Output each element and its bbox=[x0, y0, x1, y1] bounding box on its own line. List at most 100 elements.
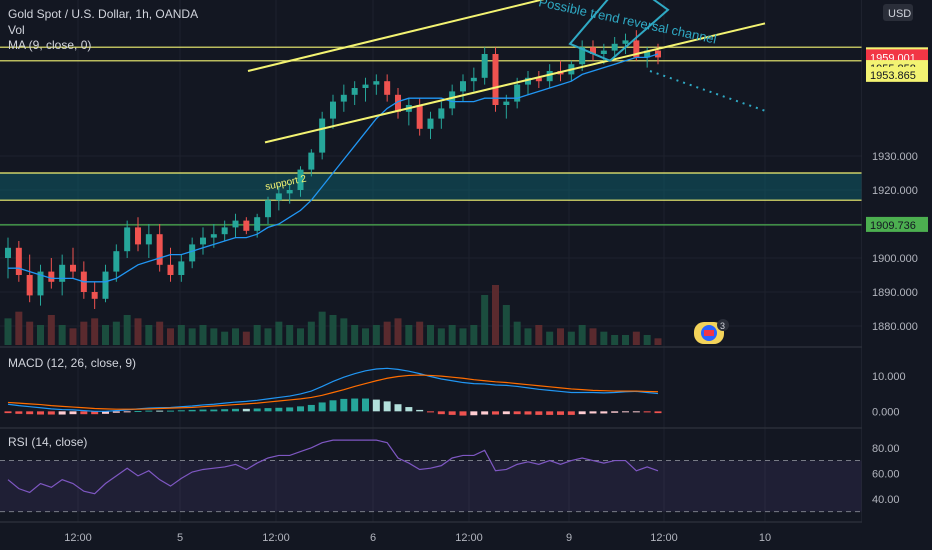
macd-histogram-bar bbox=[167, 410, 174, 412]
volume-bar bbox=[567, 331, 575, 345]
volume-bar bbox=[167, 328, 174, 345]
time-axis-bg bbox=[0, 524, 862, 550]
candle-body bbox=[438, 108, 445, 119]
volume-bar bbox=[383, 321, 391, 345]
macd-histogram-bar bbox=[47, 411, 55, 415]
macd-pane bbox=[4, 367, 662, 416]
macd-histogram-bar bbox=[177, 410, 185, 412]
candle-body bbox=[48, 271, 55, 282]
volume-bar bbox=[481, 295, 489, 345]
candle-body bbox=[124, 227, 131, 252]
macd-histogram-bar bbox=[145, 410, 153, 412]
candle-body bbox=[416, 105, 423, 129]
macd-histogram-bar bbox=[611, 411, 619, 413]
macd-histogram-bar bbox=[102, 411, 109, 414]
ma-line bbox=[8, 53, 659, 283]
ma9-line bbox=[8, 53, 659, 283]
volume-bar bbox=[26, 321, 34, 345]
time-tick-label: 12:00 bbox=[455, 532, 483, 544]
price-tick-label: 1900.000 bbox=[872, 253, 918, 265]
candle-body bbox=[427, 118, 434, 129]
macd-histogram-bar bbox=[112, 411, 120, 413]
macd-histogram-bar bbox=[80, 411, 88, 415]
candle-body bbox=[286, 190, 293, 194]
volume-bar bbox=[578, 325, 586, 345]
macd-histogram-bar bbox=[448, 411, 456, 415]
volume-bar bbox=[589, 328, 597, 345]
volume-bar bbox=[286, 325, 294, 345]
flag-icon-stripe bbox=[704, 330, 714, 336]
macd-histogram-bar bbox=[232, 408, 239, 412]
price-tag-label: 1909.736 bbox=[870, 220, 916, 232]
candle-body bbox=[5, 247, 11, 258]
macd-label: MACD (12, 26, close, 9) bbox=[8, 356, 136, 370]
volume-bar bbox=[513, 321, 521, 345]
macd-histogram-bar bbox=[264, 408, 272, 412]
volume-bar bbox=[470, 325, 478, 345]
macd-histogram-bar bbox=[546, 411, 554, 415]
candle-body bbox=[503, 101, 510, 105]
time-tick-label: 9 bbox=[566, 532, 572, 544]
currency-label: USD bbox=[888, 8, 911, 20]
volume-bar bbox=[329, 315, 337, 345]
candle-body bbox=[546, 71, 553, 82]
horizontal-levels bbox=[0, 46, 862, 226]
macd-histogram-bar bbox=[643, 411, 651, 413]
candle-body bbox=[579, 47, 586, 65]
candle-body bbox=[297, 169, 304, 190]
volume-bar bbox=[459, 328, 467, 345]
rsi-band bbox=[0, 460, 862, 512]
volume-bar bbox=[448, 325, 456, 345]
macd-histogram-bar bbox=[492, 411, 499, 415]
candle-body bbox=[167, 264, 174, 275]
time-tick-label: 12:00 bbox=[650, 532, 678, 544]
price-axis[interactable]: 1880.0001890.0001900.0001910.0001920.000… bbox=[862, 0, 932, 550]
candle-body bbox=[470, 77, 477, 82]
macd-histogram-bar bbox=[589, 411, 597, 414]
macd-tick-label: 0.000 bbox=[872, 406, 900, 418]
macd-histogram-bar bbox=[632, 411, 640, 413]
volume-bar bbox=[654, 338, 662, 345]
candle-body bbox=[373, 81, 380, 85]
rsi-tick-label: 40.00 bbox=[872, 494, 900, 506]
price-tag bbox=[866, 66, 928, 82]
macd-histogram-bar bbox=[362, 398, 369, 412]
candle-body bbox=[395, 94, 401, 112]
currency-button[interactable]: USD bbox=[883, 4, 913, 21]
volume-bars bbox=[4, 285, 662, 345]
time-axis[interactable]: 12:00 5 12:00 6 12:00 9 12:00 10 bbox=[0, 524, 862, 550]
volume-bar bbox=[557, 328, 564, 345]
macd-histogram-bar bbox=[199, 409, 207, 412]
time-tick-label: 5 bbox=[177, 532, 183, 544]
volume-bar bbox=[37, 325, 44, 345]
volume-bar bbox=[275, 321, 283, 345]
volume-bar bbox=[394, 318, 402, 345]
macd-histogram-bar bbox=[470, 411, 478, 416]
volume-bar bbox=[253, 325, 261, 345]
volume-bar bbox=[80, 321, 88, 345]
rsi-tick-label: 80.00 bbox=[872, 443, 900, 455]
candle-body bbox=[221, 227, 228, 235]
macd-histogram-bar bbox=[37, 411, 44, 415]
macd-histogram-bar bbox=[69, 411, 77, 415]
macd-histogram-bar bbox=[394, 404, 402, 412]
volume-bar bbox=[188, 328, 196, 345]
trendline-drawings bbox=[247, 0, 769, 144]
candle-body bbox=[590, 47, 596, 54]
volume-bar bbox=[492, 285, 499, 345]
candle-body bbox=[156, 234, 163, 265]
volume-bar bbox=[177, 325, 185, 345]
candle-body bbox=[308, 152, 315, 170]
macd-histogram-bar bbox=[383, 401, 391, 412]
candle-body bbox=[644, 50, 651, 58]
macd-histogram-bar bbox=[459, 411, 467, 416]
volume-bar bbox=[15, 311, 23, 345]
time-tick-label: 10 bbox=[759, 532, 771, 544]
macd-histogram-bar bbox=[15, 411, 23, 414]
candle-body bbox=[449, 91, 456, 109]
news-badge[interactable]: 3 bbox=[694, 319, 729, 344]
macd-line bbox=[7, 367, 659, 412]
